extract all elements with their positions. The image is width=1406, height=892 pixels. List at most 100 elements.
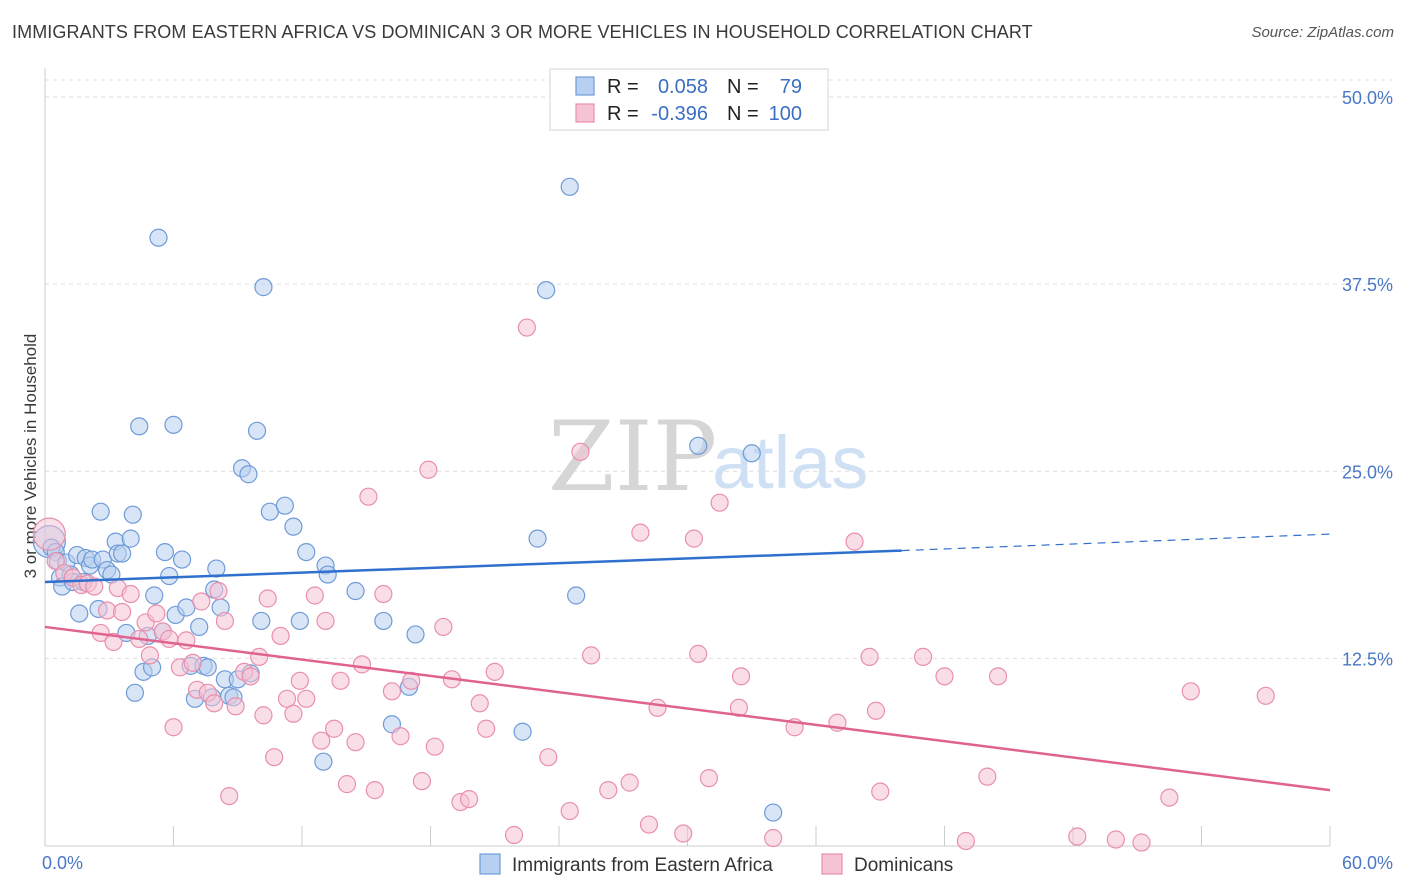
dominicans-point-89 [866,701,886,720]
stats-swatch-pink [575,103,595,123]
dominicans-point-34 [254,706,273,725]
dominicans-point-70 [571,442,590,461]
stats-n-value-2: 100 [769,103,802,125]
eastern-africa-point-24 [121,529,140,548]
dominicans-point-62 [459,789,479,809]
eastern-africa-point-58 [254,278,273,297]
dominicans-point-37 [271,626,290,646]
dominicans-point-38 [277,689,297,708]
x-tick-label-0: 0.0% [42,853,83,873]
dominicans-point-87 [845,532,864,551]
y-tick-label-1: 25.0% [1342,462,1393,482]
x-tick-label-1: 60.0% [1342,853,1393,873]
dominicans-point-97 [1106,830,1125,849]
dominicans-point-80 [699,769,719,788]
stats-r-label-1: R = [607,76,639,98]
eastern-africa-trend-line [44,549,902,584]
eastern-africa-point-32 [149,228,168,247]
eastern-africa-point-66 [318,565,337,584]
dominicans-point-27 [209,581,228,601]
dominicans-point-99 [1160,788,1179,807]
dominicans-point-24 [192,592,211,611]
dominicans-point-43 [312,731,331,750]
eastern-africa-point-56 [247,421,267,440]
dominicans-point-83 [731,667,751,686]
dominicans-point-63 [470,694,489,713]
dominicans-point-40 [290,671,309,690]
dominicans-point-32 [241,667,260,686]
eastern-africa-point-38 [172,550,192,569]
eastern-africa-point-61 [284,517,303,536]
dominicans-point-81 [710,493,729,512]
eastern-africa-point-54 [239,465,258,484]
eastern-africa-point-22 [112,544,132,563]
dominicans-point-22 [183,653,202,672]
dominicans-point-42 [305,586,324,605]
dominicans-point-50 [359,487,378,506]
legend-label-eastern-africa: Immigrants from Eastern Africa [512,855,773,876]
dominicans-point-11 [112,602,132,622]
stats-n-label-2: N = [727,103,759,125]
eastern-africa-point-47 [207,559,226,578]
dominicans-point-59 [434,617,453,637]
dominicans-point-79 [689,644,708,663]
stats-n-value-1: 79 [780,76,802,98]
dominicans-point-94 [978,767,997,786]
dominicans-point-39 [284,704,303,723]
dominicans-point-88 [860,647,879,666]
source-label: Source: ZipAtlas.com [1251,24,1394,41]
eastern-africa-point-10 [70,604,89,623]
dominicans-point-84 [764,828,783,848]
dominicans-point-64 [477,719,496,738]
dominicans-point-91 [913,647,933,666]
dominicans-point-48 [346,733,365,752]
dominicans-point-18 [160,629,179,649]
stats-r-value-1: 0.058 [658,76,708,98]
dominicans-point-75 [639,815,659,834]
eastern-africa-point-75 [560,177,579,196]
eastern-africa-point-34 [155,542,175,562]
dominicans-point-53 [382,682,402,701]
dominicans-point-101 [1256,686,1275,705]
dominicans-point-71 [582,646,601,665]
dominicans-point-96 [1068,827,1087,846]
eastern-africa-trend-extension [901,533,1331,552]
eastern-africa-point-31 [145,586,164,605]
eastern-africa-point-79 [764,803,783,822]
dominicans-trend-line [44,625,1331,792]
dominicans-point-19 [164,718,183,737]
eastern-africa-point-25 [123,505,142,524]
dominicans-point-76 [648,698,667,717]
eastern-africa-point-63 [297,542,316,562]
dominicans-point-93 [956,831,976,851]
eastern-africa-point-57 [252,611,271,631]
dominicans-point-92 [935,667,954,686]
stats-box [549,68,829,131]
dominicans-point-98 [1132,833,1151,852]
eastern-africa-point-44 [198,658,217,677]
dominicans-point-69 [560,801,579,821]
dominicans-point-29 [220,786,239,806]
trend-lines [44,533,1331,792]
dominicans-point-66 [504,825,524,845]
dominicans-point-30 [226,697,245,716]
gridlines [45,79,1392,659]
eastern-africa-point-78 [742,444,761,463]
dominicans-point-57 [419,460,438,479]
watermark: ZIP atlas [548,401,868,513]
legend-swatch-eastern-africa [479,853,501,875]
legend-swatch-dominicans [821,853,843,875]
dominicans-point-46 [331,671,350,690]
tick-labels: 12.5% 25.0% 37.5% 50.0% 0.0% 60.0% [42,88,1393,873]
dominicans-point-0 [32,517,66,551]
dominicans-point-44 [316,611,335,631]
dominicans-point-78 [684,529,704,548]
stats-r-value-2: -0.396 [651,103,708,125]
y-tick-label-0: 12.5% [1342,649,1393,669]
dominicans-point-52 [374,584,393,604]
dominicans-point-6 [85,577,104,596]
bottom-legend: Immigrants from Eastern Africa Dominican… [479,853,953,876]
dominicans-point-16 [147,604,166,623]
dominicans-point-72 [599,781,618,800]
